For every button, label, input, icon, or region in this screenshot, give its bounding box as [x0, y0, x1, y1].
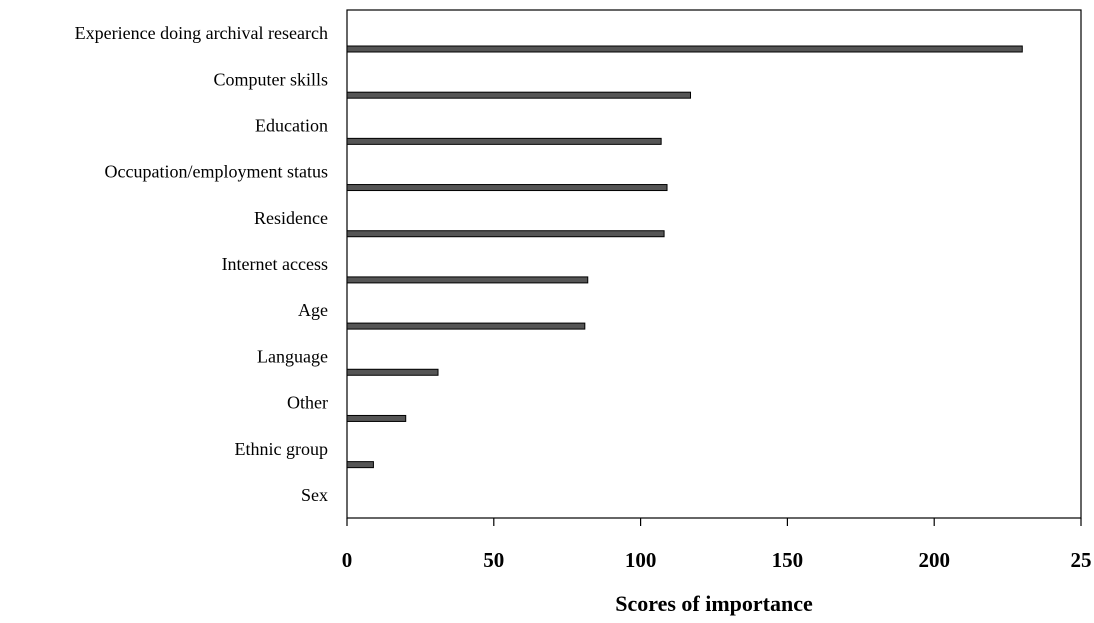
bar — [346, 230, 665, 238]
x-tick-label: 50 — [483, 548, 504, 572]
category-label: Sex — [301, 485, 328, 505]
category-label: Language — [257, 346, 328, 366]
category-label: Residence — [254, 208, 328, 228]
category-label: Other — [287, 393, 328, 413]
bar — [346, 322, 586, 330]
x-axis-title: Scores of importance — [615, 591, 813, 616]
category-label: Education — [255, 115, 328, 135]
bar — [346, 276, 589, 284]
bar — [346, 368, 439, 376]
x-tick-label: 25 — [1071, 548, 1092, 572]
x-tick-label: 200 — [918, 548, 950, 572]
category-label: Internet access — [222, 254, 328, 274]
bar — [346, 461, 374, 469]
x-tick-label: 150 — [772, 548, 804, 572]
category-label: Computer skills — [213, 69, 328, 89]
category-label: Occupation/employment status — [105, 162, 328, 182]
bar — [346, 137, 662, 145]
category-label: Experience doing archival research — [75, 23, 328, 43]
plot-frame — [346, 9, 1082, 519]
x-tick-label: 0 — [342, 548, 353, 572]
category-label: Ethnic group — [235, 439, 328, 459]
bar — [346, 45, 1023, 53]
x-tick-label: 100 — [625, 548, 657, 572]
bar — [346, 91, 692, 99]
category-label: Age — [298, 300, 328, 320]
bar — [346, 184, 668, 192]
bar — [346, 414, 407, 422]
